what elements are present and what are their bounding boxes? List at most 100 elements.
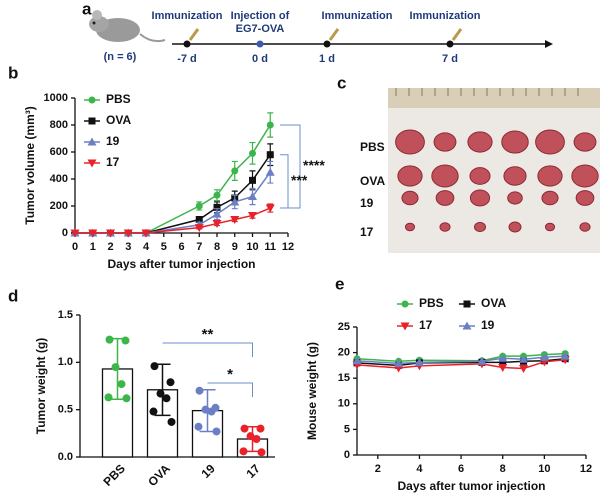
x-tick-label: 10: [538, 463, 550, 475]
tumor: [469, 189, 491, 207]
x-tick-label: 6: [178, 241, 184, 253]
marker: [231, 167, 239, 175]
x-tick-label: 12: [282, 241, 294, 253]
legend-label: OVA: [106, 113, 131, 127]
data-point: [111, 363, 120, 372]
x-tick-label: 5: [161, 241, 167, 253]
event-day: 7 d: [442, 53, 458, 65]
x-tick-label: 10: [246, 241, 258, 253]
x-tick-label: 4: [143, 241, 150, 253]
y-axis-label: Tumor volume (mm³): [23, 106, 37, 224]
marker: [249, 149, 256, 157]
data-point: [105, 335, 114, 344]
marker: [462, 321, 472, 330]
syringe-icon: [188, 28, 200, 41]
data-point: [195, 386, 204, 395]
legend-label: 19: [481, 318, 495, 332]
x-tick-label: 12: [580, 463, 592, 475]
marker: [195, 216, 203, 223]
x-tick-label: 1: [90, 241, 96, 253]
panel-label: d: [8, 286, 18, 305]
tumor: [433, 132, 457, 152]
tumor: [544, 222, 556, 232]
marker: [249, 176, 256, 184]
row-label: 17: [360, 225, 374, 239]
tumor: [501, 130, 529, 154]
row-label: OVA: [360, 174, 385, 188]
tumor: [508, 221, 522, 233]
tumor: [431, 164, 459, 188]
series-line: [75, 171, 271, 234]
tumor: [575, 190, 595, 206]
event-day: 0 d: [252, 53, 268, 65]
y-tick-label: 15: [338, 372, 350, 384]
marker: [106, 229, 115, 238]
tumor: [535, 129, 565, 155]
x-tick-label: 17: [244, 461, 264, 481]
mouse-icon: [89, 10, 166, 43]
tumor: [507, 191, 523, 205]
significance-label: ****: [303, 157, 325, 173]
x-tick-label: 2: [375, 463, 381, 475]
marker: [194, 224, 204, 233]
marker: [230, 216, 240, 224]
event-dot: [446, 40, 454, 48]
series-line: [75, 207, 271, 234]
marker: [498, 363, 508, 372]
marker: [70, 229, 80, 238]
marker: [477, 356, 487, 365]
panel-label: a: [82, 0, 92, 18]
y-tick-label: 1000: [44, 92, 68, 104]
y-axis-label: Mouse weight (g): [305, 342, 319, 440]
y-axis-label: Tumor weight (g): [34, 338, 48, 434]
data-point: [167, 417, 176, 426]
series-line: [75, 154, 271, 234]
data-point: [201, 405, 210, 414]
marker: [400, 322, 410, 331]
marker: [499, 358, 507, 366]
row-label: 19: [360, 196, 374, 210]
data-point: [104, 393, 113, 402]
marker: [266, 151, 274, 159]
event-day: -7 d: [177, 53, 197, 65]
marker: [141, 229, 151, 238]
y-tick-label: 1.5: [58, 309, 73, 321]
data-point: [156, 389, 165, 398]
tumor: [397, 165, 423, 187]
tumor: [435, 190, 455, 206]
y-tick-label: 25: [338, 321, 350, 333]
marker: [123, 229, 133, 238]
marker: [88, 117, 96, 125]
legend-label: 17: [106, 155, 120, 169]
y-tick-label: 0.5: [58, 404, 73, 416]
y-tick-label: 1.0: [58, 356, 73, 368]
tumor: [537, 165, 563, 187]
syringe-icon: [451, 28, 463, 41]
data-point: [239, 447, 248, 456]
legend-label: 19: [106, 134, 120, 148]
significance-label: *: [227, 366, 233, 383]
legend-label: PBS: [419, 296, 444, 310]
tumor: [573, 132, 597, 152]
data-point: [162, 394, 171, 403]
marker: [498, 353, 508, 362]
tumor: [467, 131, 493, 153]
legend-label: OVA: [481, 296, 506, 310]
x-tick-label: PBS: [101, 461, 128, 488]
marker: [414, 357, 424, 366]
x-tick-label: 3: [125, 241, 131, 253]
y-tick-label: 800: [50, 119, 68, 131]
marker: [266, 121, 274, 129]
marker: [88, 229, 98, 238]
event-dot: [323, 40, 331, 48]
x-tick-label: 6: [458, 463, 464, 475]
marker: [88, 96, 96, 104]
event-dot: [256, 40, 264, 48]
x-tick-label: OVA: [145, 461, 173, 489]
significance-label: **: [202, 326, 214, 343]
data-point: [212, 427, 221, 436]
marker: [213, 203, 221, 211]
y-tick-label: 600: [50, 146, 68, 158]
